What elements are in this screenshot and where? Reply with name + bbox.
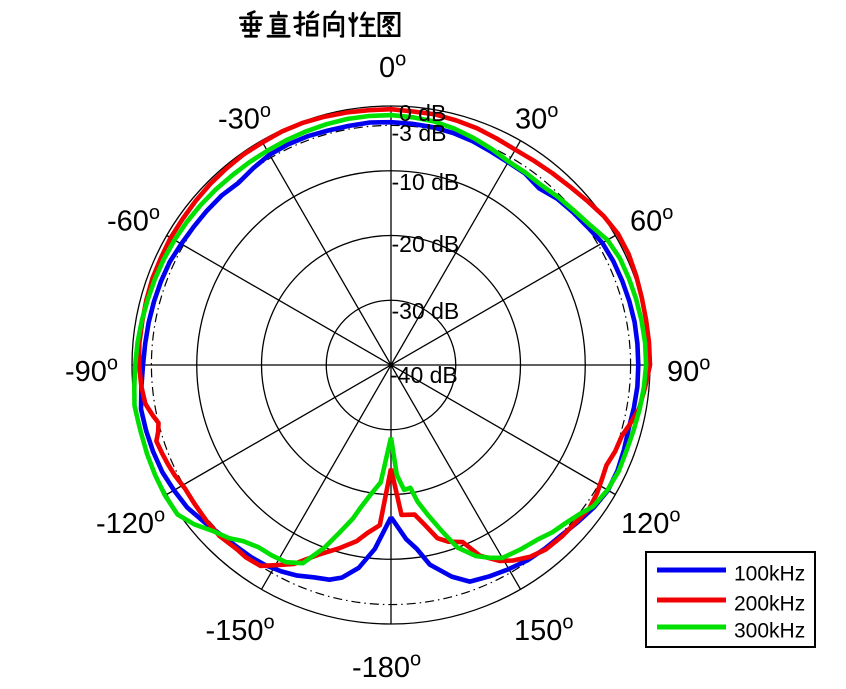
svg-text:-30 dB: -30 dB	[392, 298, 460, 324]
svg-text:-10 dB: -10 dB	[392, 169, 460, 195]
svg-text:100kHz: 100kHz	[734, 563, 805, 586]
svg-text:300kHz: 300kHz	[734, 620, 805, 643]
svg-text:0 dB: 0 dB	[399, 100, 446, 126]
svg-text:-180o: -180o	[352, 649, 421, 685]
svg-text:-40 dB: -40 dB	[390, 362, 458, 388]
svg-text:-20 dB: -20 dB	[392, 231, 460, 257]
svg-text:-120o: -120o	[96, 505, 165, 541]
svg-text:200kHz: 200kHz	[734, 593, 805, 616]
svg-text:-150o: -150o	[206, 612, 275, 648]
svg-text:-3 dB: -3 dB	[392, 120, 447, 146]
